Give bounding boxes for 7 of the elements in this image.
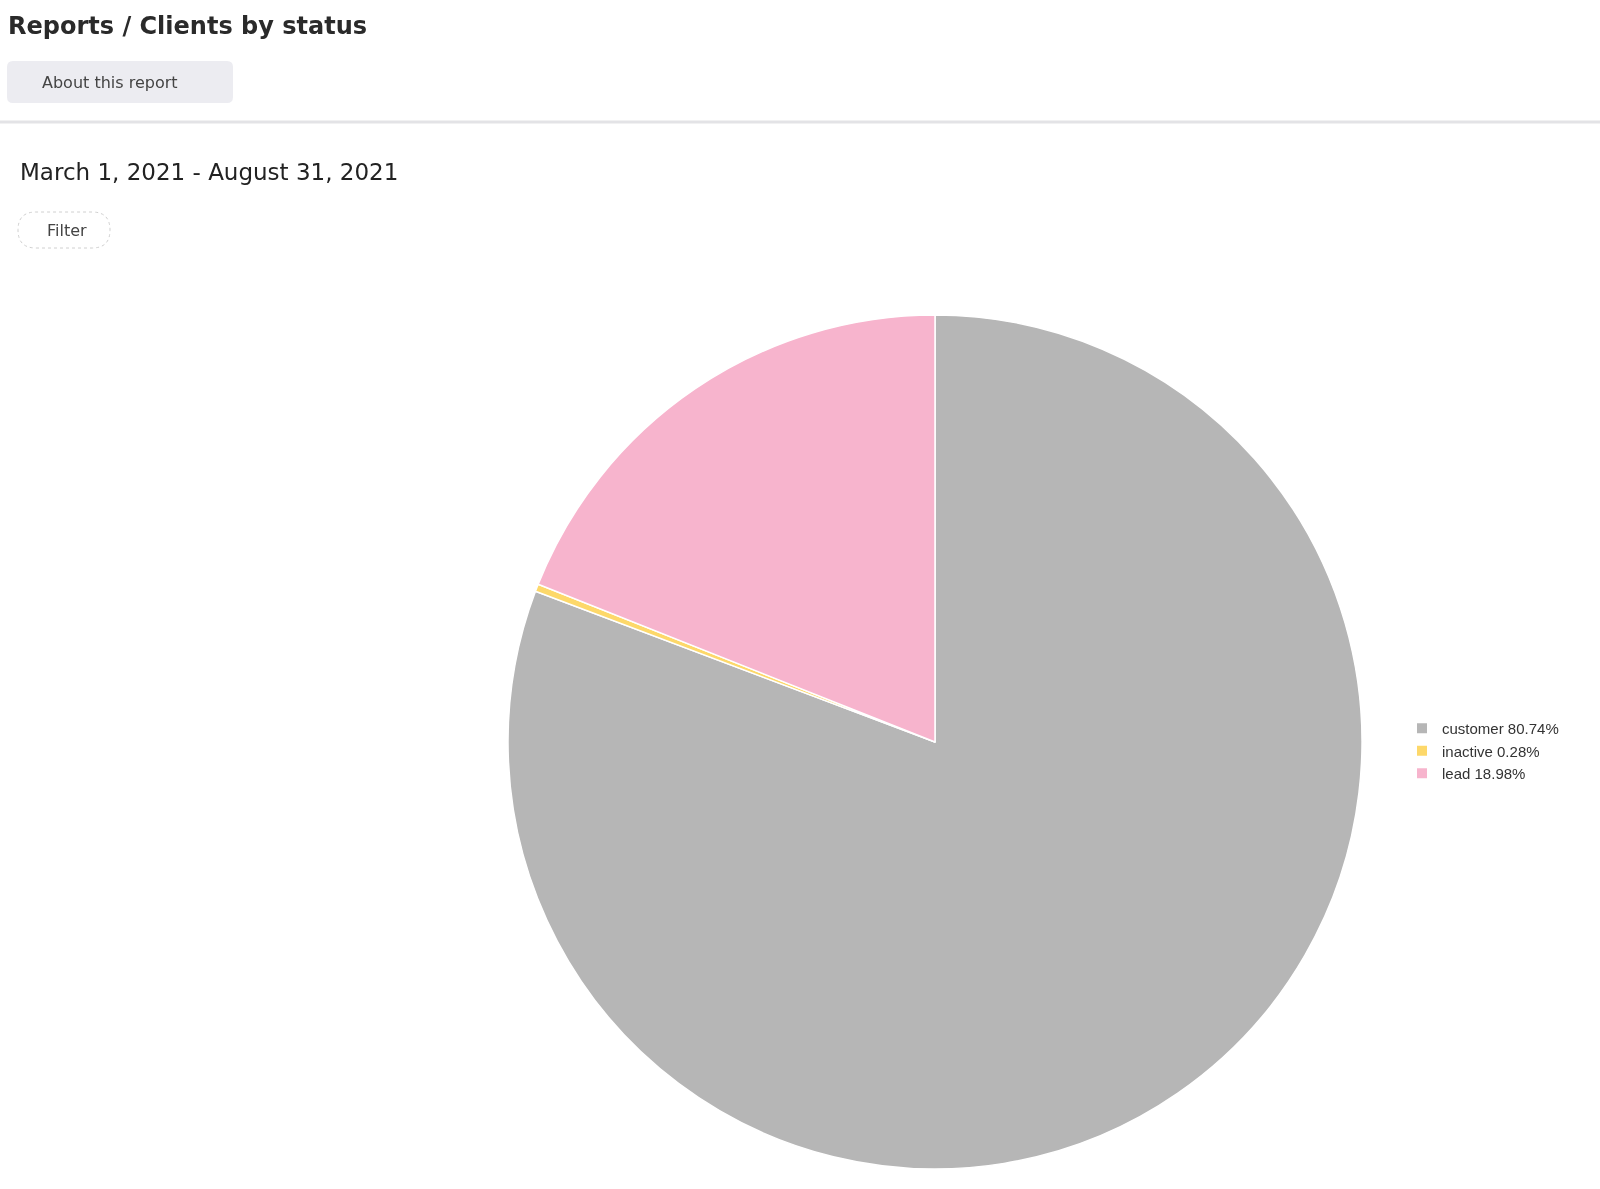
legend-label: lead 18.98% [1442, 765, 1526, 783]
legend-label: customer 80.74% [1442, 720, 1559, 738]
text: March 1, 2021 - August 31, 2021 [20, 159, 399, 185]
text: Filter [47, 221, 88, 240]
text: About this report [42, 73, 178, 92]
legend-label: inactive 0.28% [1442, 742, 1540, 760]
text: Reports / Clients by status [8, 12, 368, 41]
